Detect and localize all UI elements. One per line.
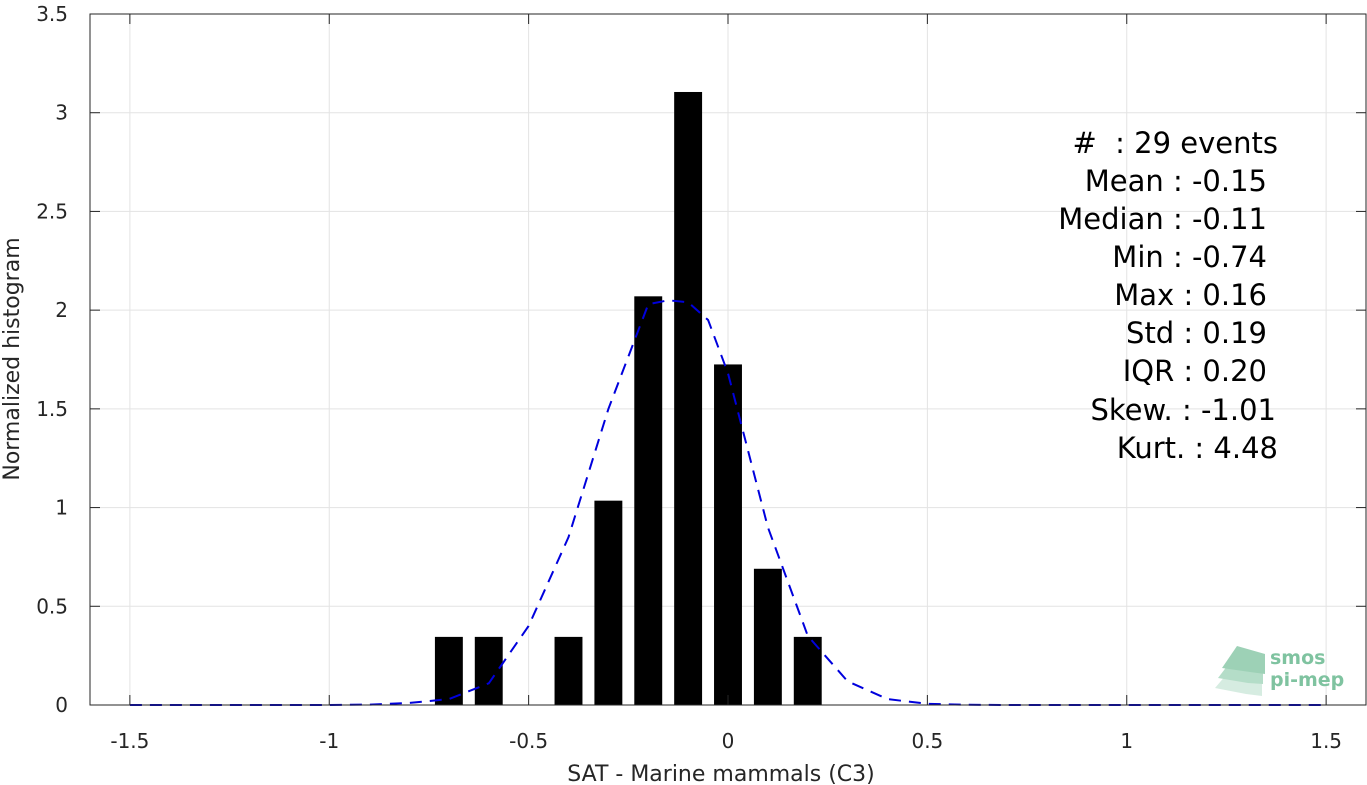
stats-iqr: IQR : 0.20 — [1123, 354, 1267, 388]
x-tick-label: -1.5 — [110, 729, 149, 753]
y-tick-label: 3.5 — [36, 2, 68, 26]
histogram-bar — [793, 636, 822, 705]
x-tick-label: -0.5 — [509, 729, 548, 753]
stats-median: Median : -0.11 — [1058, 202, 1267, 236]
stats-max: Max : 0.16 — [1114, 278, 1267, 312]
histogram-bar — [714, 364, 742, 705]
histogram-bar — [434, 636, 463, 705]
histogram-bar — [674, 91, 703, 706]
histogram-bar — [594, 500, 623, 705]
histogram-bar — [554, 636, 583, 705]
stats-kurtosis: Kurt. : 4.48 — [1117, 431, 1278, 465]
histogram-bar — [474, 636, 503, 705]
y-axis-title: Normalized histogram — [0, 237, 25, 480]
stats-mean: Mean : -0.15 — [1085, 164, 1267, 198]
y-tick-label: 0 — [55, 693, 68, 717]
stats-std: Std : 0.19 — [1126, 316, 1267, 350]
x-tick-label: -1 — [319, 729, 339, 753]
stats-skewness: Skew. : -1.01 — [1090, 393, 1276, 427]
x-tick-label: 0 — [722, 729, 735, 753]
x-tick-label: 0.5 — [911, 729, 943, 753]
stats-min: Min : -0.74 — [1112, 240, 1267, 274]
logo-layers-icon — [1215, 646, 1265, 696]
y-tick-label: 2 — [55, 298, 68, 322]
y-tick-label: 3 — [55, 101, 68, 125]
histogram-bar — [634, 296, 663, 705]
y-tick-label: 1.5 — [36, 397, 68, 421]
smos-pi-mep-logo: smos pi-mep — [1215, 646, 1344, 696]
logo-text-smos: smos — [1270, 647, 1325, 669]
y-tick-label: 1 — [55, 496, 68, 520]
y-tick-label: 0.5 — [36, 594, 68, 618]
x-axis-title: SAT - Marine mammals (C3) — [567, 762, 875, 785]
logo-text-pi-mep: pi-mep — [1270, 669, 1344, 691]
stats-count: # : 29 events — [1072, 126, 1278, 160]
x-tick-label: 1 — [1120, 729, 1133, 753]
histogram-bar — [753, 568, 782, 705]
y-tick-label: 2.5 — [36, 199, 68, 223]
axis-ticks: -1.5 -1 -0.5 0 0.5 1 1.5 0 0.5 1 1.5 2 2.5 3 3.5 — [36, 2, 1366, 753]
x-tick-label: 1.5 — [1310, 729, 1342, 753]
histogram-bars — [434, 91, 822, 706]
